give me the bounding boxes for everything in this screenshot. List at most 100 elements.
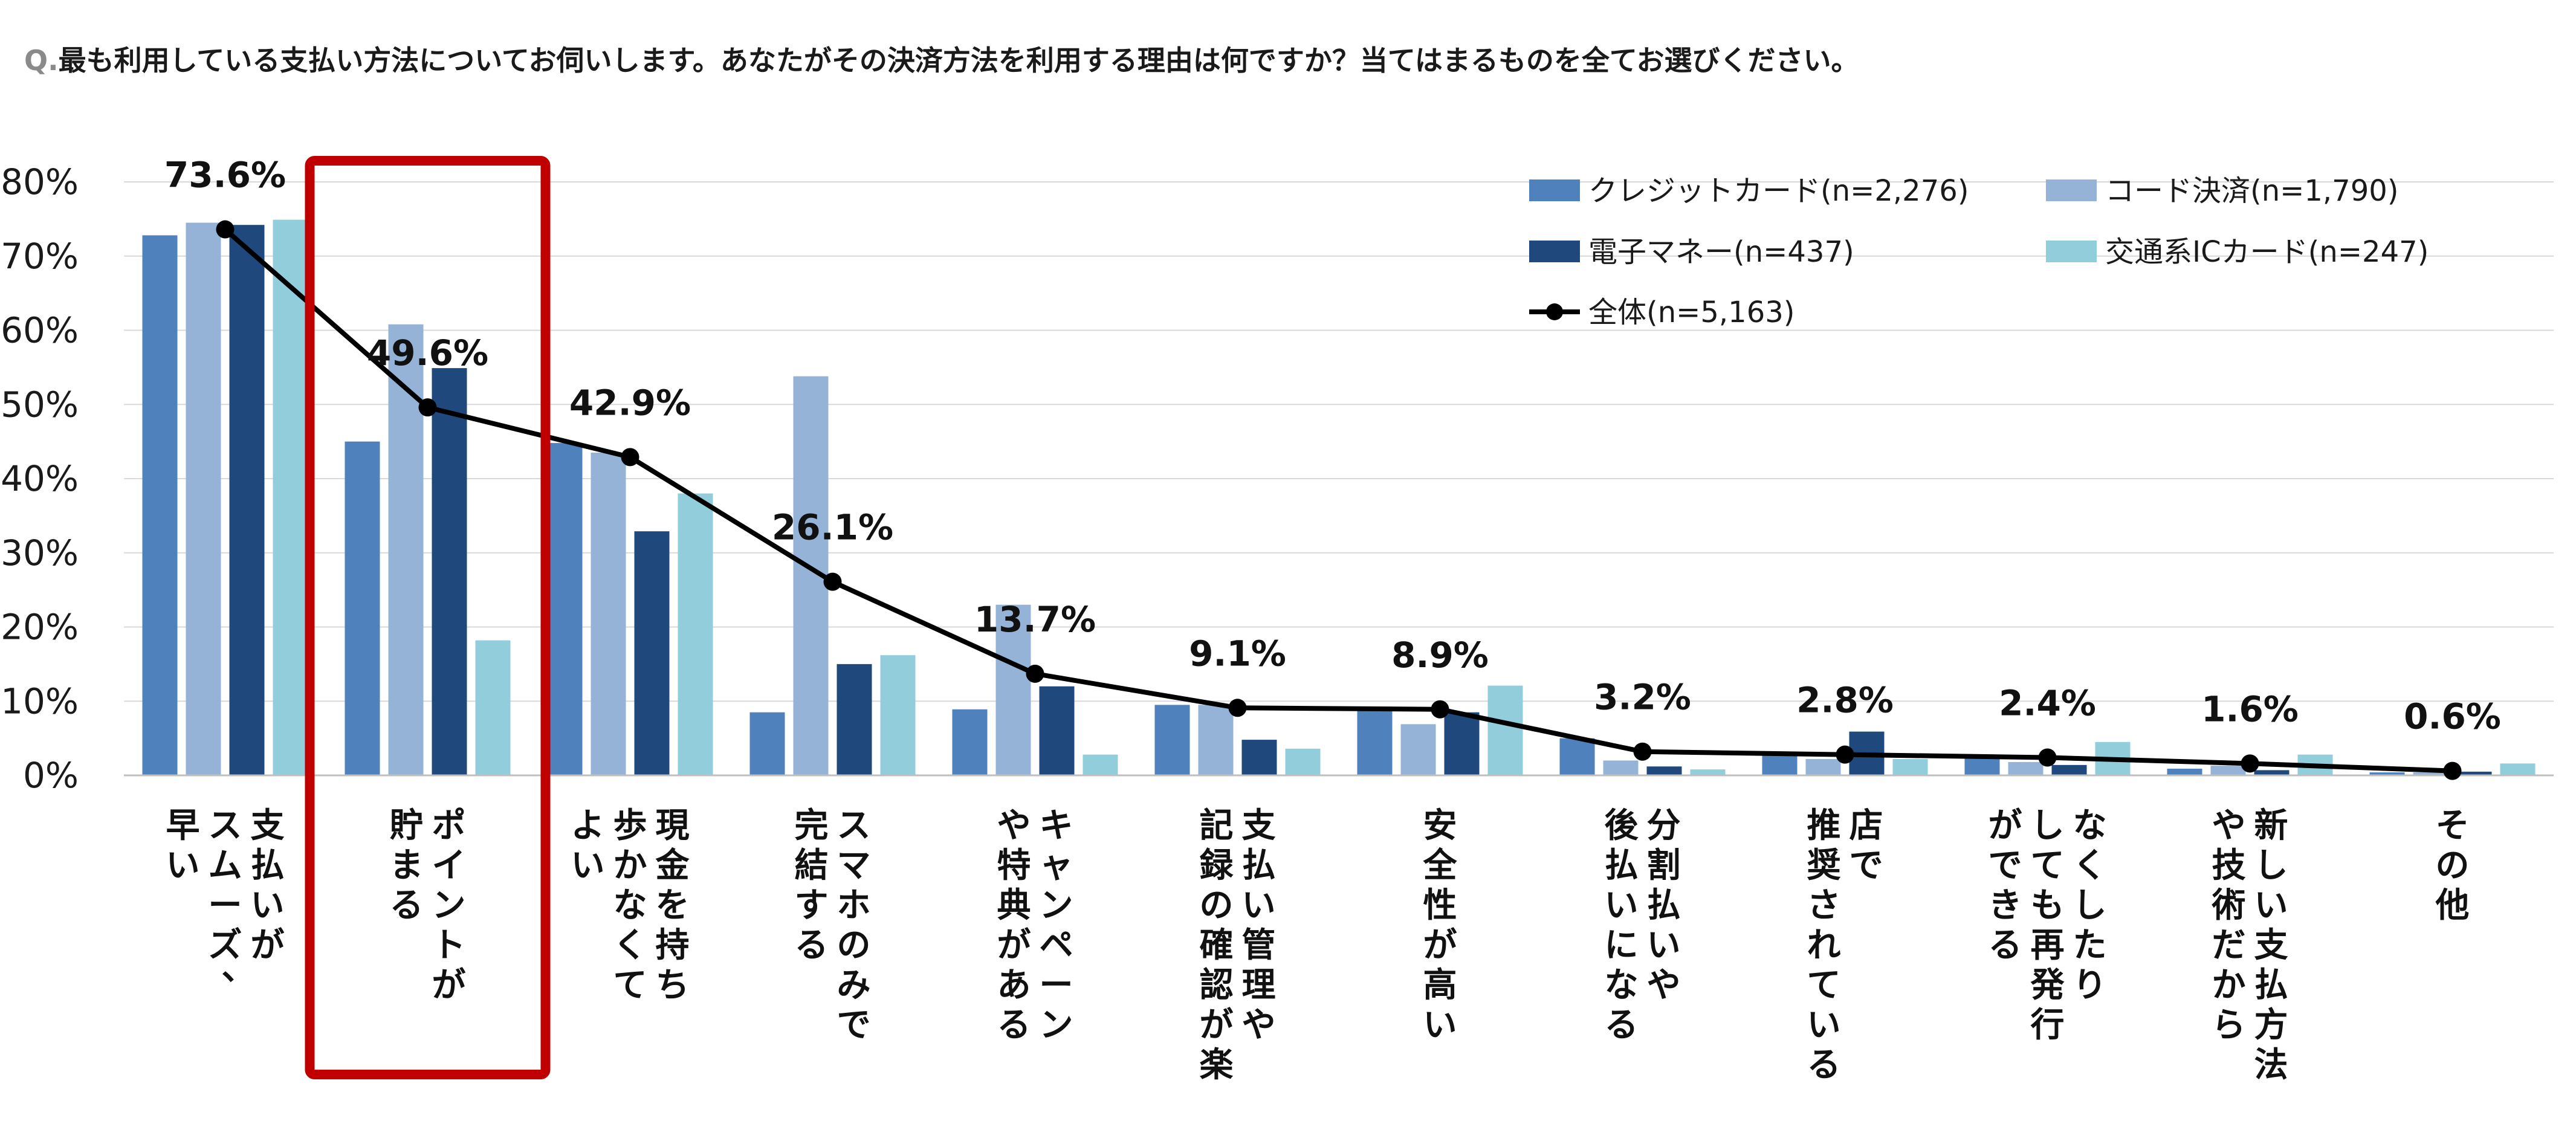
y-tick-label: 30% — [1, 532, 79, 574]
legend-swatch — [1529, 241, 1580, 262]
data-label: 49.6% — [367, 332, 488, 373]
bar — [749, 712, 785, 775]
total-marker — [216, 220, 235, 239]
category-label: 記録の確認が楽 — [1200, 806, 1234, 1085]
category-label: よい — [571, 806, 605, 885]
bars — [142, 219, 2536, 775]
legend-label: 交通系ICカード(n=247) — [2105, 235, 2429, 269]
category-label: や技術だから — [2212, 806, 2246, 1045]
total-marker — [1431, 700, 1449, 719]
data-label: 73.6% — [164, 155, 286, 196]
bar — [2210, 766, 2246, 775]
bar — [273, 219, 308, 775]
bar — [634, 531, 670, 775]
legend-label: コード決済(n=1,790) — [2105, 174, 2399, 208]
category-label: スムーズ、 — [209, 806, 256, 988]
category-label: キャンペーン — [1040, 806, 1073, 1045]
bar — [1559, 738, 1595, 775]
data-label: 2.8% — [1796, 680, 1894, 721]
category-label: 後払いになる — [1605, 806, 1639, 1045]
bar — [1039, 686, 1075, 775]
bar — [2500, 763, 2536, 775]
bar — [1154, 705, 1190, 775]
category-label: 店で — [1849, 806, 1883, 885]
category-label: 支払い管理や — [1242, 806, 1276, 1045]
data-labels: 73.6% 49.6% 42.9% 26.1% 13.7% 9.1% 8.9% 3.2% 2.8… — [164, 155, 2501, 737]
total-marker — [1228, 699, 1247, 717]
category-label: 推奨されている — [1807, 806, 1841, 1085]
y-tick-label: 10% — [1, 680, 79, 722]
bar — [547, 443, 583, 775]
bar — [952, 709, 988, 775]
data-label: 1.6% — [2201, 688, 2299, 729]
bar — [2008, 761, 2044, 775]
bar — [2051, 764, 2087, 775]
y-tick-label: 50% — [1, 384, 79, 425]
total-marker — [2443, 761, 2462, 780]
bar — [186, 222, 221, 775]
data-label: 9.1% — [1189, 633, 1286, 674]
bar — [2254, 770, 2290, 775]
bar — [1444, 712, 1480, 775]
highlight-box — [305, 156, 551, 1079]
total-line — [216, 220, 2462, 780]
legend-label: 全体(n=5,163) — [1588, 296, 1795, 329]
data-label: 26.1% — [772, 507, 893, 548]
legend: クレジットカード(n=2,276) コード決済(n=1,790) 電子マネー(n=4… — [1529, 174, 2429, 329]
data-label: 13.7% — [974, 599, 1096, 640]
bar — [678, 493, 713, 775]
bar — [432, 368, 467, 775]
data-label: 2.4% — [1999, 683, 2096, 724]
total-marker — [1026, 664, 1044, 683]
bar — [1603, 760, 1639, 775]
bar — [1646, 766, 1682, 775]
bar — [2456, 771, 2492, 775]
y-tick-label: 60% — [1, 310, 79, 351]
bar — [1083, 754, 1118, 775]
bar — [1762, 753, 1798, 775]
bar — [2369, 772, 2405, 775]
bar — [880, 655, 916, 775]
bar — [1400, 724, 1436, 775]
category-label: なくしたり — [2073, 806, 2107, 1005]
question-body: 最も利用している支払い方法についてお伺いします。あなたがその決済方法を利用する理… — [58, 44, 1859, 77]
total-marker — [2241, 754, 2259, 773]
category-label: しても再発行 — [2031, 806, 2065, 1045]
legend-marker — [1546, 303, 1563, 320]
data-label: 3.2% — [1594, 677, 1691, 718]
legend-swatch — [2046, 179, 2097, 201]
data-label: 0.6% — [2404, 696, 2501, 737]
category-label: その他 — [2435, 806, 2470, 925]
category-label: 完結する — [795, 806, 829, 965]
bar — [2167, 768, 2202, 775]
category-label: 支払いが — [251, 806, 285, 965]
legend-label: 電子マネー(n=437) — [1588, 235, 1854, 269]
category-label: 分割払いや — [1647, 806, 1681, 1005]
category-label: 歩かなくて — [613, 806, 647, 1005]
total-marker — [2038, 748, 2057, 767]
total-marker — [418, 398, 437, 417]
bar — [837, 664, 872, 775]
bar — [475, 640, 511, 775]
bar — [2413, 772, 2448, 775]
data-label: 8.9% — [1391, 635, 1489, 676]
data-label: 42.9% — [569, 382, 691, 423]
bar — [229, 225, 265, 775]
bar — [1487, 685, 1523, 775]
bar — [591, 453, 626, 775]
category-label: や特典がある — [997, 806, 1031, 1045]
category-label: 早い — [166, 806, 200, 885]
total-marker — [823, 572, 842, 591]
bar — [142, 235, 178, 775]
category-label: 安全性が高い — [1423, 806, 1458, 1045]
bar — [1690, 769, 1726, 775]
bar — [1805, 758, 1841, 775]
bar — [1198, 705, 1234, 775]
legend-label: クレジットカード(n=2,276) — [1588, 174, 1969, 208]
bar — [995, 604, 1031, 775]
bar — [388, 324, 424, 775]
legend-swatch — [1529, 179, 1580, 201]
total-line-path — [223, 227, 2453, 774]
